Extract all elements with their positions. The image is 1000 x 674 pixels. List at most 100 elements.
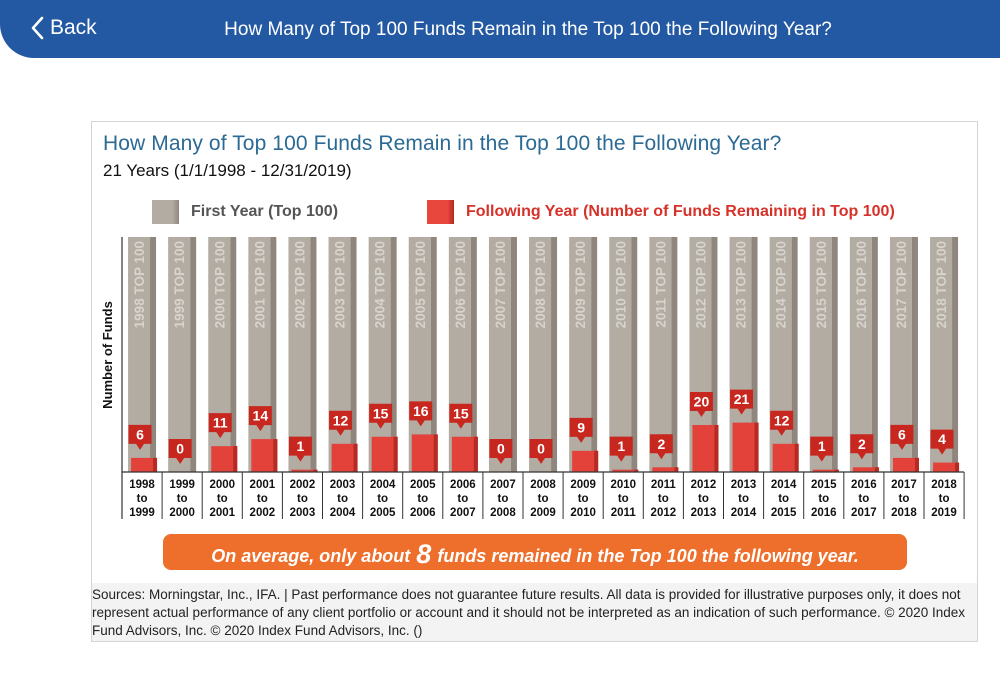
x-tick-label: to [257,493,268,505]
first-year-bar [128,237,151,472]
value-badge [890,424,914,450]
value-badge [369,403,393,429]
value-label: 12 [774,412,790,428]
x-tick-label: 2002 [250,507,276,519]
first-year-bar-label: 2004 TOP 100 [373,241,388,328]
first-year-bar [689,237,712,472]
x-tick-label: 2010 [610,479,636,491]
first-year-bar-shadow [871,237,878,472]
value-label: 15 [373,405,389,421]
following-year-bar [451,436,478,472]
x-tick-label: to [177,493,188,505]
following-year-bar-shadow [233,446,238,472]
value-badge [288,436,312,462]
following-year-bar [131,457,158,472]
value-label: 6 [136,426,144,442]
value-badge [930,429,954,455]
following-year-bar-shadow [393,436,398,472]
following-year-bar [572,450,599,472]
following-year-bar-shadow [754,422,759,472]
x-tick-label: 2004 [330,507,356,519]
x-tick-label: 2005 [410,479,436,491]
value-badge [409,401,433,427]
legend-swatch-gray [152,200,179,224]
x-tick-label: 2007 [450,507,476,519]
x-tick-label: 2005 [370,507,396,519]
first-year-bar-label: 2006 TOP 100 [453,241,468,328]
x-tick-label: 2007 [490,479,516,491]
first-year-bar-shadow [952,237,959,472]
callout-suffix: funds remained in the Top 100 the follow… [437,546,859,566]
first-year-bar [609,237,632,472]
value-badge [569,417,593,443]
first-year-bar [288,237,311,472]
x-tick-label: 2008 [530,479,556,491]
following-year-bar [732,422,759,472]
x-tick-label: 2016 [811,507,837,519]
x-tick-label: 2012 [651,507,677,519]
following-year-bar-shadow [273,439,278,472]
value-label: 4 [938,431,946,447]
following-year-bar-shadow [153,457,158,472]
x-tick-label: 2017 [891,479,917,491]
first-year-bar-shadow [591,237,598,472]
legend-following-year: Following Year (Number of Funds Remainin… [427,200,895,224]
x-tick-label: 2011 [651,479,677,491]
back-button[interactable]: Back [30,16,97,40]
following-year-bar-shadow [433,434,438,472]
x-tick-label: 2014 [771,479,797,491]
first-year-bar-label: 2016 TOP 100 [854,241,869,328]
first-year-bar-label: 2010 TOP 100 [613,241,628,328]
first-year-bar-label: 2018 TOP 100 [934,241,949,328]
x-tick-label: to [858,493,869,505]
first-year-bar-label: 2007 TOP 100 [493,241,508,328]
following-year-bar [371,436,398,472]
chart-subtitle: 21 Years (1/1/1998 - 12/31/2019) [103,161,352,180]
first-year-bar-label: 2002 TOP 100 [292,241,307,328]
legend-first-label: First Year (Top 100) [191,203,339,220]
first-year-bar-shadow [831,237,838,472]
value-label: 15 [453,405,469,421]
following-year-bar-shadow [634,469,639,472]
average-callout: On average, only about 8 funds remained … [163,534,907,570]
callout-value: 8 [416,539,432,569]
first-year-bar-shadow [510,237,517,472]
page-title: How Many of Top 100 Funds Remain in the … [224,19,832,40]
x-tick-label: 2006 [410,507,436,519]
value-badge [689,392,713,417]
first-year-bar [529,237,552,472]
following-year-bar-shadow [914,457,919,472]
first-year-bar-label: 2012 TOP 100 [693,241,708,328]
following-year-bar-shadow [874,467,879,472]
first-year-bar-shadow [751,237,758,472]
x-tick-label: 2018 [931,479,957,491]
value-badge [128,424,152,450]
x-tick-label: 2001 [250,479,276,491]
following-year-bar-shadow [594,450,599,472]
x-tick-label: to [377,493,388,505]
first-year-bar-label: 1999 TOP 100 [172,241,187,328]
first-year-bar-label: 2000 TOP 100 [212,241,227,328]
x-tick-label: 2009 [530,507,556,519]
value-label: 0 [537,441,545,457]
x-tick-label: to [778,493,789,505]
following-year-bar [852,467,879,472]
first-year-bar-shadow [671,237,678,472]
value-label: 20 [694,394,710,410]
value-badge [449,403,473,429]
first-year-bar-label: 2008 TOP 100 [533,241,548,328]
x-tick-label: 1999 [169,479,195,491]
legend-first-year: First Year (Top 100) [152,200,338,224]
following-year-bar [652,467,679,472]
first-year-bar [168,237,191,472]
x-tick-label: to [297,493,308,505]
x-tick-label: 2004 [370,479,396,491]
following-year-bar [291,469,318,472]
first-year-bar-shadow [190,237,197,472]
first-year-bar-shadow [270,237,277,472]
x-tick-label: to [417,493,428,505]
x-tick-label: 2012 [691,479,717,491]
first-year-bar-label: 2015 TOP 100 [814,241,829,328]
first-year-bar-label: 2017 TOP 100 [894,241,909,328]
